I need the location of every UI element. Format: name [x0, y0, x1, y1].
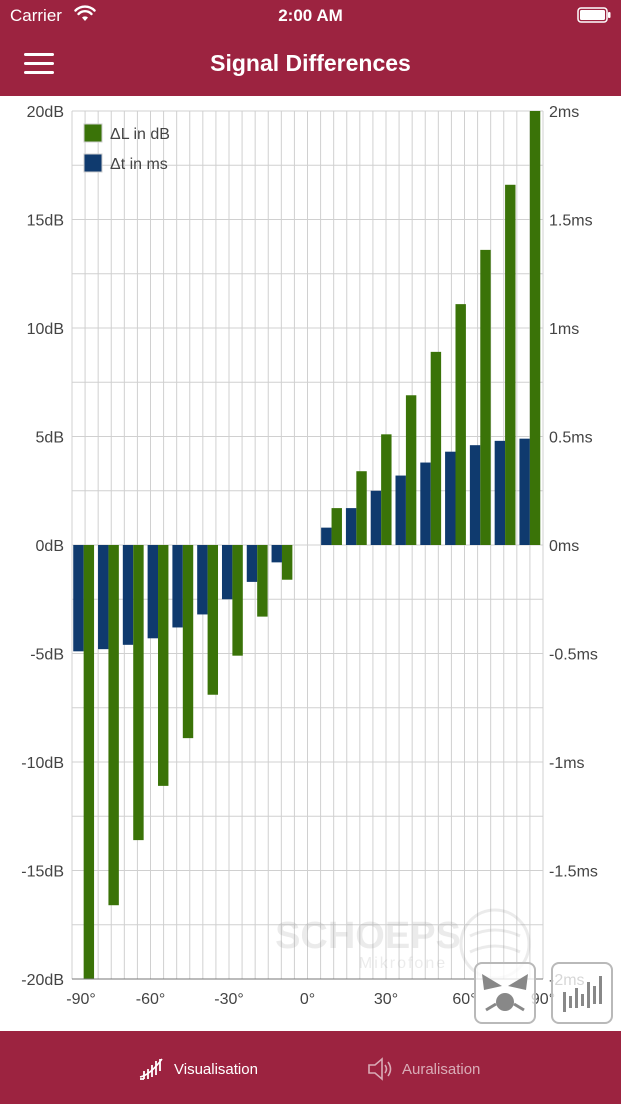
bar-level-60°: [455, 304, 466, 545]
bar-level--50°: [182, 545, 194, 739]
bar-time--30°: [221, 545, 233, 600]
microphone-pattern-icon: [482, 974, 528, 1012]
left-tick-label: -10dB: [21, 755, 64, 772]
bar-level-80°: [505, 184, 516, 545]
bar-level-40°: [405, 395, 417, 545]
left-tick-label: 10dB: [27, 321, 64, 338]
bar-level-70°: [480, 249, 491, 545]
wifi-icon: [74, 5, 96, 21]
bar-level-90°: [529, 111, 541, 545]
page-title: Signal Differences: [210, 50, 411, 76]
left-tick-label: -20dB: [21, 972, 64, 989]
bar-time--90°: [73, 545, 84, 652]
bar-level-30°: [381, 434, 392, 545]
right-tick-label: -1ms: [549, 755, 585, 772]
bar-time--60°: [147, 545, 159, 639]
right-tick-label: -0.5ms: [549, 647, 598, 664]
schoeps-watermark: SCHOEPS Mikrofone: [275, 908, 531, 980]
visualisation-icon: [139, 1058, 163, 1080]
left-tick-label: 5dB: [36, 430, 64, 447]
mic-pattern-button[interactable]: [474, 962, 536, 1024]
left-tick-label: -15dB: [21, 864, 64, 881]
bar-time--80°: [98, 545, 109, 650]
right-tick-label: 0ms: [549, 538, 579, 555]
carrier-label: Carrier: [10, 6, 62, 25]
signal-difference-chart: SCHOEPS Mikrofone 20dB 15dB 10dB 5dB 0dB -5dB…: [21, 104, 598, 1008]
left-tick-label: -5dB: [30, 647, 64, 664]
right-tick-label: 1ms: [549, 321, 579, 338]
bar-time--50°: [172, 545, 183, 628]
left-tick-label: 15dB: [27, 213, 64, 230]
bar-time-40°: [395, 475, 406, 545]
bar-level-10°: [331, 508, 342, 545]
bar-level--80°: [108, 545, 119, 906]
bar-level--90°: [83, 545, 95, 979]
x-tick-label: -60°: [136, 991, 166, 1008]
legend-label-time: Δt in ms: [110, 156, 168, 173]
legend-swatch-time: [83, 153, 103, 173]
bar-time--70°: [122, 545, 134, 645]
right-tick-label: 1.5ms: [549, 213, 593, 230]
bar-level--60°: [158, 545, 169, 786]
chart-legend: ΔL in dB Δt in ms: [83, 123, 170, 173]
tab-visualisation[interactable]: Visualisation: [138, 1055, 258, 1083]
tab-visualisation-label: Visualisation: [174, 1060, 258, 1078]
nav-bar: Signal Differences: [0, 32, 621, 96]
x-tick-label: 60°: [452, 991, 476, 1008]
bar-time-80°: [494, 440, 506, 545]
watermark-brand: SCHOEPS: [275, 915, 461, 957]
bar-level--30°: [232, 545, 243, 656]
signal-levels-icon: [563, 976, 602, 1012]
bar-time-70°: [469, 445, 481, 545]
chart-axes: 20dB 15dB 10dB 5dB 0dB -5dB -10dB -15dB -20dB 2ms…: [21, 104, 598, 1008]
right-tick-label: 2ms: [549, 104, 579, 121]
right-tick-label: 0.5ms: [549, 430, 593, 447]
clock: 2:00 AM: [278, 6, 343, 25]
x-tick-label: 0°: [300, 991, 315, 1008]
bar-time-50°: [420, 462, 431, 545]
bar-level--70°: [133, 545, 144, 841]
hamburger-menu-icon[interactable]: [24, 52, 56, 76]
x-tick-label: 30°: [374, 991, 398, 1008]
left-tick-label: 20dB: [27, 104, 64, 121]
bar-level-20°: [356, 471, 367, 545]
bar-time--10°: [271, 545, 282, 563]
signal-levels-button[interactable]: [551, 962, 613, 1024]
bar-level--10°: [281, 545, 293, 580]
bar-level-50°: [430, 351, 442, 545]
x-tick-label: 90°: [531, 991, 555, 1008]
status-bar: Carrier 2:00 AM: [0, 0, 621, 32]
bar-level--20°: [257, 545, 268, 617]
bar-time-30°: [370, 490, 382, 545]
speaker-icon: [368, 1057, 392, 1081]
tab-auralisation[interactable]: Auralisation: [366, 1055, 480, 1083]
chart-bars: [73, 111, 541, 979]
tab-auralisation-label: Auralisation: [402, 1060, 481, 1078]
bar-time-20°: [345, 508, 357, 545]
bar-time-90°: [519, 438, 530, 545]
bar-time-10°: [321, 527, 332, 545]
legend-swatch-level: [83, 123, 103, 143]
legend-label-level: ΔL in dB: [110, 126, 170, 143]
bar-time--40°: [197, 545, 208, 615]
watermark-sub: Mikrofone: [359, 955, 447, 972]
bar-time-60°: [445, 451, 456, 545]
bar-time--20°: [246, 545, 258, 582]
bar-level--40°: [207, 545, 219, 695]
right-tick-label: -1.5ms: [549, 864, 598, 881]
x-tick-label: -30°: [214, 991, 244, 1008]
battery-icon: [577, 7, 611, 23]
left-tick-label: 0dB: [36, 538, 64, 555]
tab-bar: Visualisation Auralisation: [0, 1031, 621, 1104]
x-tick-label: -90°: [66, 991, 96, 1008]
